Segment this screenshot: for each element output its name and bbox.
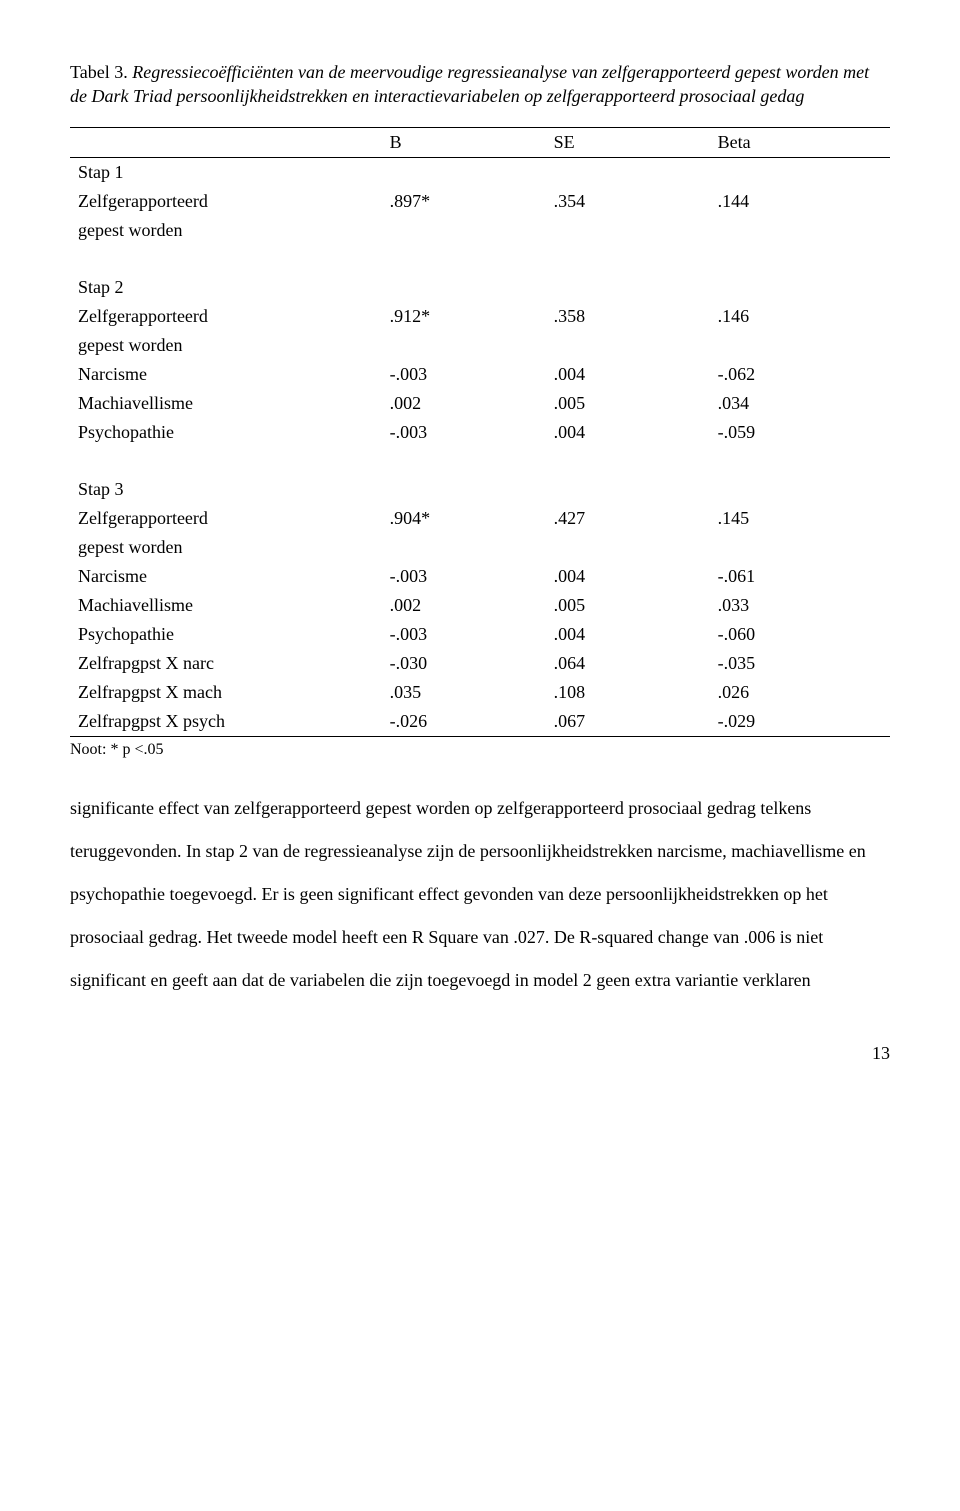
table-row: Psychopathie -.003 .004 -.059 [70,418,890,447]
table-row: Zelfrapgpst X narc -.030 .064 -.035 [70,649,890,678]
row-se: .064 [546,649,710,678]
row-beta: -.035 [710,649,890,678]
header-beta: Beta [710,127,890,157]
row-label: Psychopathie [70,620,382,649]
row-se: .067 [546,707,710,737]
row-se: .354 [546,187,710,216]
stap3-title: Stap 3 [70,475,382,504]
stap2-title: Stap 2 [70,273,382,302]
row-label: Zelfgerapporteerd [70,504,382,533]
row-b: -.026 [382,707,546,737]
row-label: Narcisme [70,360,382,389]
row-b: .035 [382,678,546,707]
table-row: Zelfgerapporteerd .912* .358 .146 [70,302,890,331]
row-b: -.003 [382,418,546,447]
header-blank [70,127,382,157]
row-beta: .034 [710,389,890,418]
row-se: .427 [546,504,710,533]
row-beta: .144 [710,187,890,216]
row-beta: .145 [710,504,890,533]
regression-table: B SE Beta Stap 1 Zelfgerapporteerd .897*… [70,127,890,737]
table-label: Tabel 3. [70,62,132,82]
row-label: gepest worden [70,533,382,562]
table-caption-text: Regressiecoëfficiënten van de meervoudig… [70,62,869,106]
row-beta: -.062 [710,360,890,389]
row-label: Psychopathie [70,418,382,447]
row-b: .002 [382,591,546,620]
row-se: .005 [546,591,710,620]
row-se: .004 [546,620,710,649]
table-row: Narcisme -.003 .004 -.062 [70,360,890,389]
row-b: -.003 [382,562,546,591]
table-row: gepest worden [70,533,890,562]
row-label: Zelfrapgpst X psych [70,707,382,737]
row-label: Machiavellisme [70,591,382,620]
stap1-title: Stap 1 [70,157,382,187]
row-label: Zelfrapgpst X narc [70,649,382,678]
row-label: Zelfrapgpst X mach [70,678,382,707]
row-se: .108 [546,678,710,707]
row-beta: -.061 [710,562,890,591]
table-note: Noot: * p <.05 [70,741,890,759]
page-number: 13 [70,1043,890,1064]
row-b: -.030 [382,649,546,678]
row-beta: -.029 [710,707,890,737]
row-b: -.003 [382,620,546,649]
table-row: Zelfrapgpst X psych -.026 .067 -.029 [70,707,890,737]
header-b: B [382,127,546,157]
row-beta: .026 [710,678,890,707]
table-row: Psychopathie -.003 .004 -.060 [70,620,890,649]
row-label: Zelfgerapporteerd [70,187,382,216]
row-se: .004 [546,418,710,447]
row-beta: .033 [710,591,890,620]
row-beta: .146 [710,302,890,331]
row-label: Zelfgerapporteerd [70,302,382,331]
row-se: .004 [546,562,710,591]
row-se: .358 [546,302,710,331]
body-paragraph: significante effect van zelfgerapporteer… [70,787,890,1003]
row-label: Machiavellisme [70,389,382,418]
table-row: Zelfgerapporteerd .897* .354 .144 [70,187,890,216]
row-b: -.003 [382,360,546,389]
row-b: .002 [382,389,546,418]
table-row: gepest worden [70,331,890,360]
table-row: Zelfgerapporteerd .904* .427 .145 [70,504,890,533]
table-row: Machiavellisme .002 .005 .034 [70,389,890,418]
row-se: .004 [546,360,710,389]
row-b: .912* [382,302,546,331]
header-se: SE [546,127,710,157]
row-beta: -.060 [710,620,890,649]
row-b: .904* [382,504,546,533]
table-row: Machiavellisme .002 .005 .033 [70,591,890,620]
row-label: Narcisme [70,562,382,591]
row-se: .005 [546,389,710,418]
row-beta: -.059 [710,418,890,447]
table-row: Narcisme -.003 .004 -.061 [70,562,890,591]
row-label: gepest worden [70,216,382,245]
table-caption: Tabel 3. Regressiecoëfficiënten van de m… [70,60,890,109]
table-row: gepest worden [70,216,890,245]
table-row: Zelfrapgpst X mach .035 .108 .026 [70,678,890,707]
row-label: gepest worden [70,331,382,360]
row-b: .897* [382,187,546,216]
